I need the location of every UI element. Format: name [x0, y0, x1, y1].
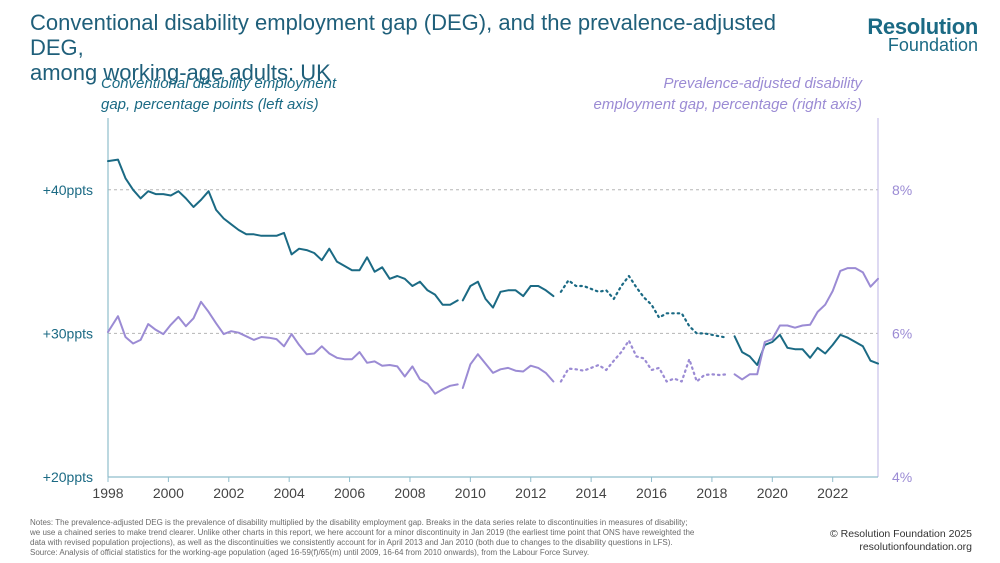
- credit-block: © Resolution Foundation 2025 resolutionf…: [830, 528, 972, 554]
- logo-name-secondary: Foundation: [887, 35, 978, 55]
- x-tick-label: 2018: [696, 485, 727, 501]
- chart-title: Conventional disability employment gap (…: [30, 10, 830, 85]
- prevalence-adjusted-deg-line: [107, 300, 459, 395]
- left-tick-label: +20ppts: [43, 469, 93, 485]
- conventional-deg-line-dotted: [559, 274, 729, 339]
- x-tick-label: 2010: [455, 485, 486, 501]
- prevalence-adjusted-deg-line: [461, 353, 555, 389]
- right-tick-label: 6%: [892, 325, 912, 341]
- x-tick-label: 2014: [576, 485, 607, 501]
- prevalence-adjusted-deg-line-dotted: [559, 339, 729, 383]
- x-tick-label: 2022: [817, 485, 848, 501]
- right-axis-label-line-1: Prevalence-adjusted disability: [664, 75, 864, 92]
- left-tick-label: +40ppts: [43, 182, 93, 198]
- conventional-deg-line: [733, 333, 879, 366]
- right-tick-label: 8%: [892, 182, 912, 198]
- x-tick-label: 2002: [213, 485, 244, 501]
- x-tick-label: 2016: [636, 485, 667, 501]
- chart-notes: Notes: The prevalence-adjusted DEG is th…: [30, 518, 820, 558]
- x-tick-label: 2006: [334, 485, 365, 501]
- x-tick-label: 2012: [515, 485, 546, 501]
- notes-line-1: Notes: The prevalence-adjusted DEG is th…: [30, 518, 688, 527]
- left-tick-label: +30ppts: [43, 325, 93, 341]
- conventional-deg-line: [461, 280, 555, 309]
- conventional-deg-line: [107, 158, 459, 306]
- left-axis-label-line-2: gap, percentage points (left axis): [101, 96, 319, 113]
- website-link[interactable]: resolutionfoundation.org: [859, 541, 972, 553]
- right-axis-label-line-2: employment gap, percentage (right axis): [594, 96, 862, 113]
- chart-title-line-1: Conventional disability employment gap (…: [30, 10, 776, 60]
- notes-line-2: we use a chained series to make trend cl…: [30, 528, 695, 537]
- x-tick-label: 2004: [274, 485, 305, 501]
- prevalence-adjusted-deg-line: [733, 267, 879, 381]
- right-tick-label: 4%: [892, 469, 912, 485]
- copyright-text: © Resolution Foundation 2025: [829, 528, 972, 540]
- chart-title-line-2: among working-age adults: UK: [30, 60, 331, 85]
- logo-name-primary: Resolution: [867, 14, 978, 39]
- source-line: Source: Analysis of official statistics …: [30, 548, 590, 557]
- x-tick-label: 2020: [757, 485, 788, 501]
- x-tick-label: 2000: [153, 485, 184, 501]
- left-axis-label-line-1: Conventional disability employment: [101, 75, 337, 92]
- x-tick-label: 2008: [394, 485, 425, 501]
- x-tick-label: 1998: [92, 485, 123, 501]
- notes-line-3: data with revised population projections…: [30, 538, 673, 547]
